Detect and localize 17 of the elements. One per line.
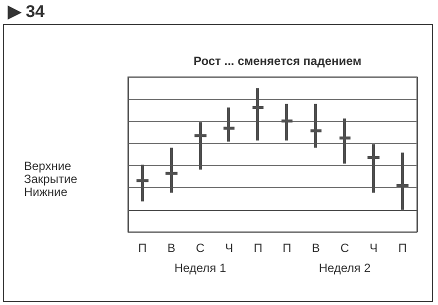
text: Закрытие: [24, 172, 78, 186]
x-tick-label: П: [398, 241, 407, 255]
text: Неделя 2: [318, 261, 371, 275]
x-tick-label: Ч: [225, 241, 234, 255]
x-tick-label: П: [254, 241, 262, 255]
chart-title: Рост ... сменяется падением: [193, 54, 362, 68]
x-tick-label: П: [138, 241, 147, 255]
text: ▶ 34: [7, 2, 46, 21]
text: Верхние: [24, 159, 72, 173]
x-tick-label: В: [167, 241, 176, 255]
x-tick-label: С: [196, 241, 205, 255]
text: Неделя 1: [174, 261, 226, 275]
x-tick-label: П: [282, 241, 292, 255]
x-tick-label: В: [312, 241, 320, 255]
x-tick-label: С: [340, 241, 350, 255]
text: Нижние: [24, 185, 68, 199]
x-tick-label: Ч: [370, 241, 378, 255]
